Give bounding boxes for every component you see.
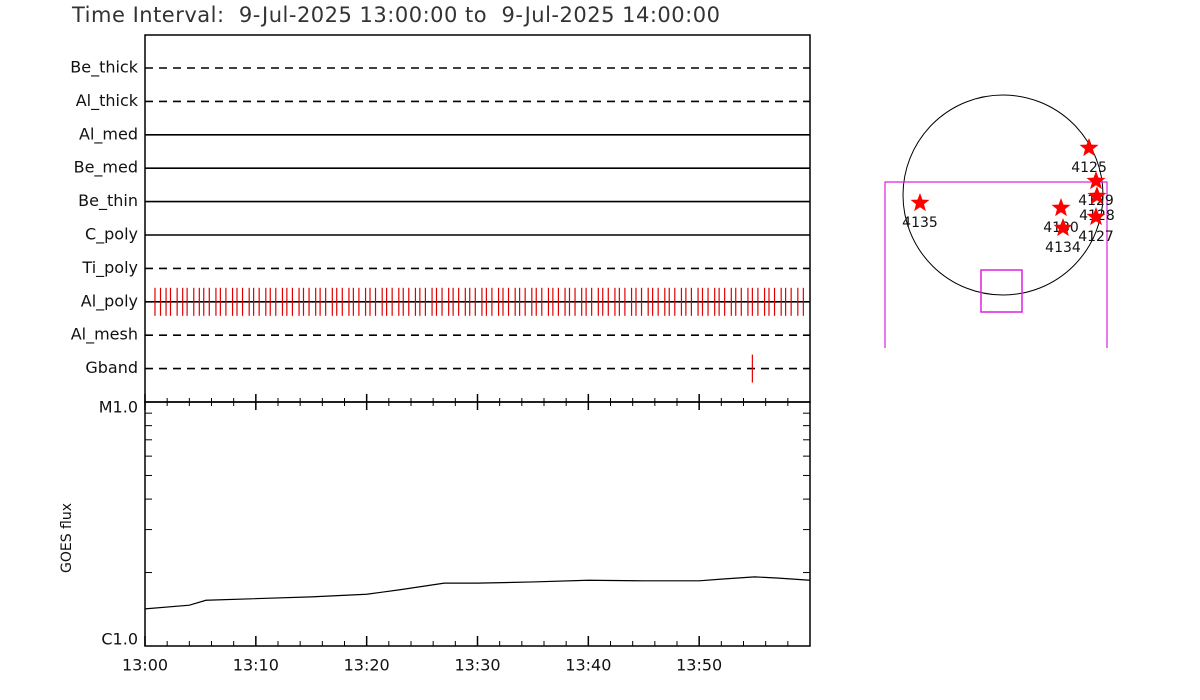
timeline-frame	[144, 34, 811, 403]
region-star	[1087, 186, 1107, 205]
row-label: C_poly	[85, 225, 138, 245]
x-tick-label: 13:40	[565, 656, 611, 675]
row-label: Al_mesh	[71, 325, 138, 345]
region-star	[1079, 138, 1099, 157]
y-tick-label: M1.0	[99, 398, 138, 417]
region-star	[1086, 171, 1106, 190]
row-label: Be_thick	[70, 58, 138, 78]
goes-line	[144, 576, 811, 610]
row-label: Al_poly	[81, 291, 138, 311]
region-label: 4134	[1045, 240, 1081, 256]
fov-outline	[884, 181, 1108, 348]
x-tick-label: 13:10	[233, 656, 279, 675]
region-star	[1086, 207, 1106, 226]
region-label: 4127	[1078, 229, 1114, 245]
row-label: Be_thin	[78, 191, 138, 211]
x-tick-label: 13:20	[344, 656, 390, 675]
chart-title: Time Interval: 9-Jul-2025 13:00:00 to 9-…	[71, 3, 720, 27]
x-tick-label: 13:50	[676, 656, 722, 675]
row-label: Al_med	[79, 124, 138, 144]
solar-disk	[902, 94, 1104, 296]
region-star	[1051, 198, 1071, 217]
row-label: Gband	[85, 358, 138, 377]
y-axis-label: GOES flux	[59, 503, 75, 573]
row-label: Al_thick	[76, 91, 139, 111]
region-star	[910, 193, 930, 212]
goes-frame	[144, 401, 811, 647]
region-label: 4125	[1071, 160, 1107, 176]
region-label: 4129	[1078, 193, 1114, 209]
region-star	[1053, 218, 1073, 237]
row-label: Ti_poly	[81, 258, 138, 278]
row-label: Be_med	[74, 158, 138, 178]
x-tick-label: 13:00	[122, 656, 168, 675]
region-label: 4135	[902, 215, 938, 231]
fov-box	[980, 269, 1023, 313]
x-tick-label: 13:30	[454, 656, 500, 675]
y-tick-label: C1.0	[101, 630, 138, 649]
